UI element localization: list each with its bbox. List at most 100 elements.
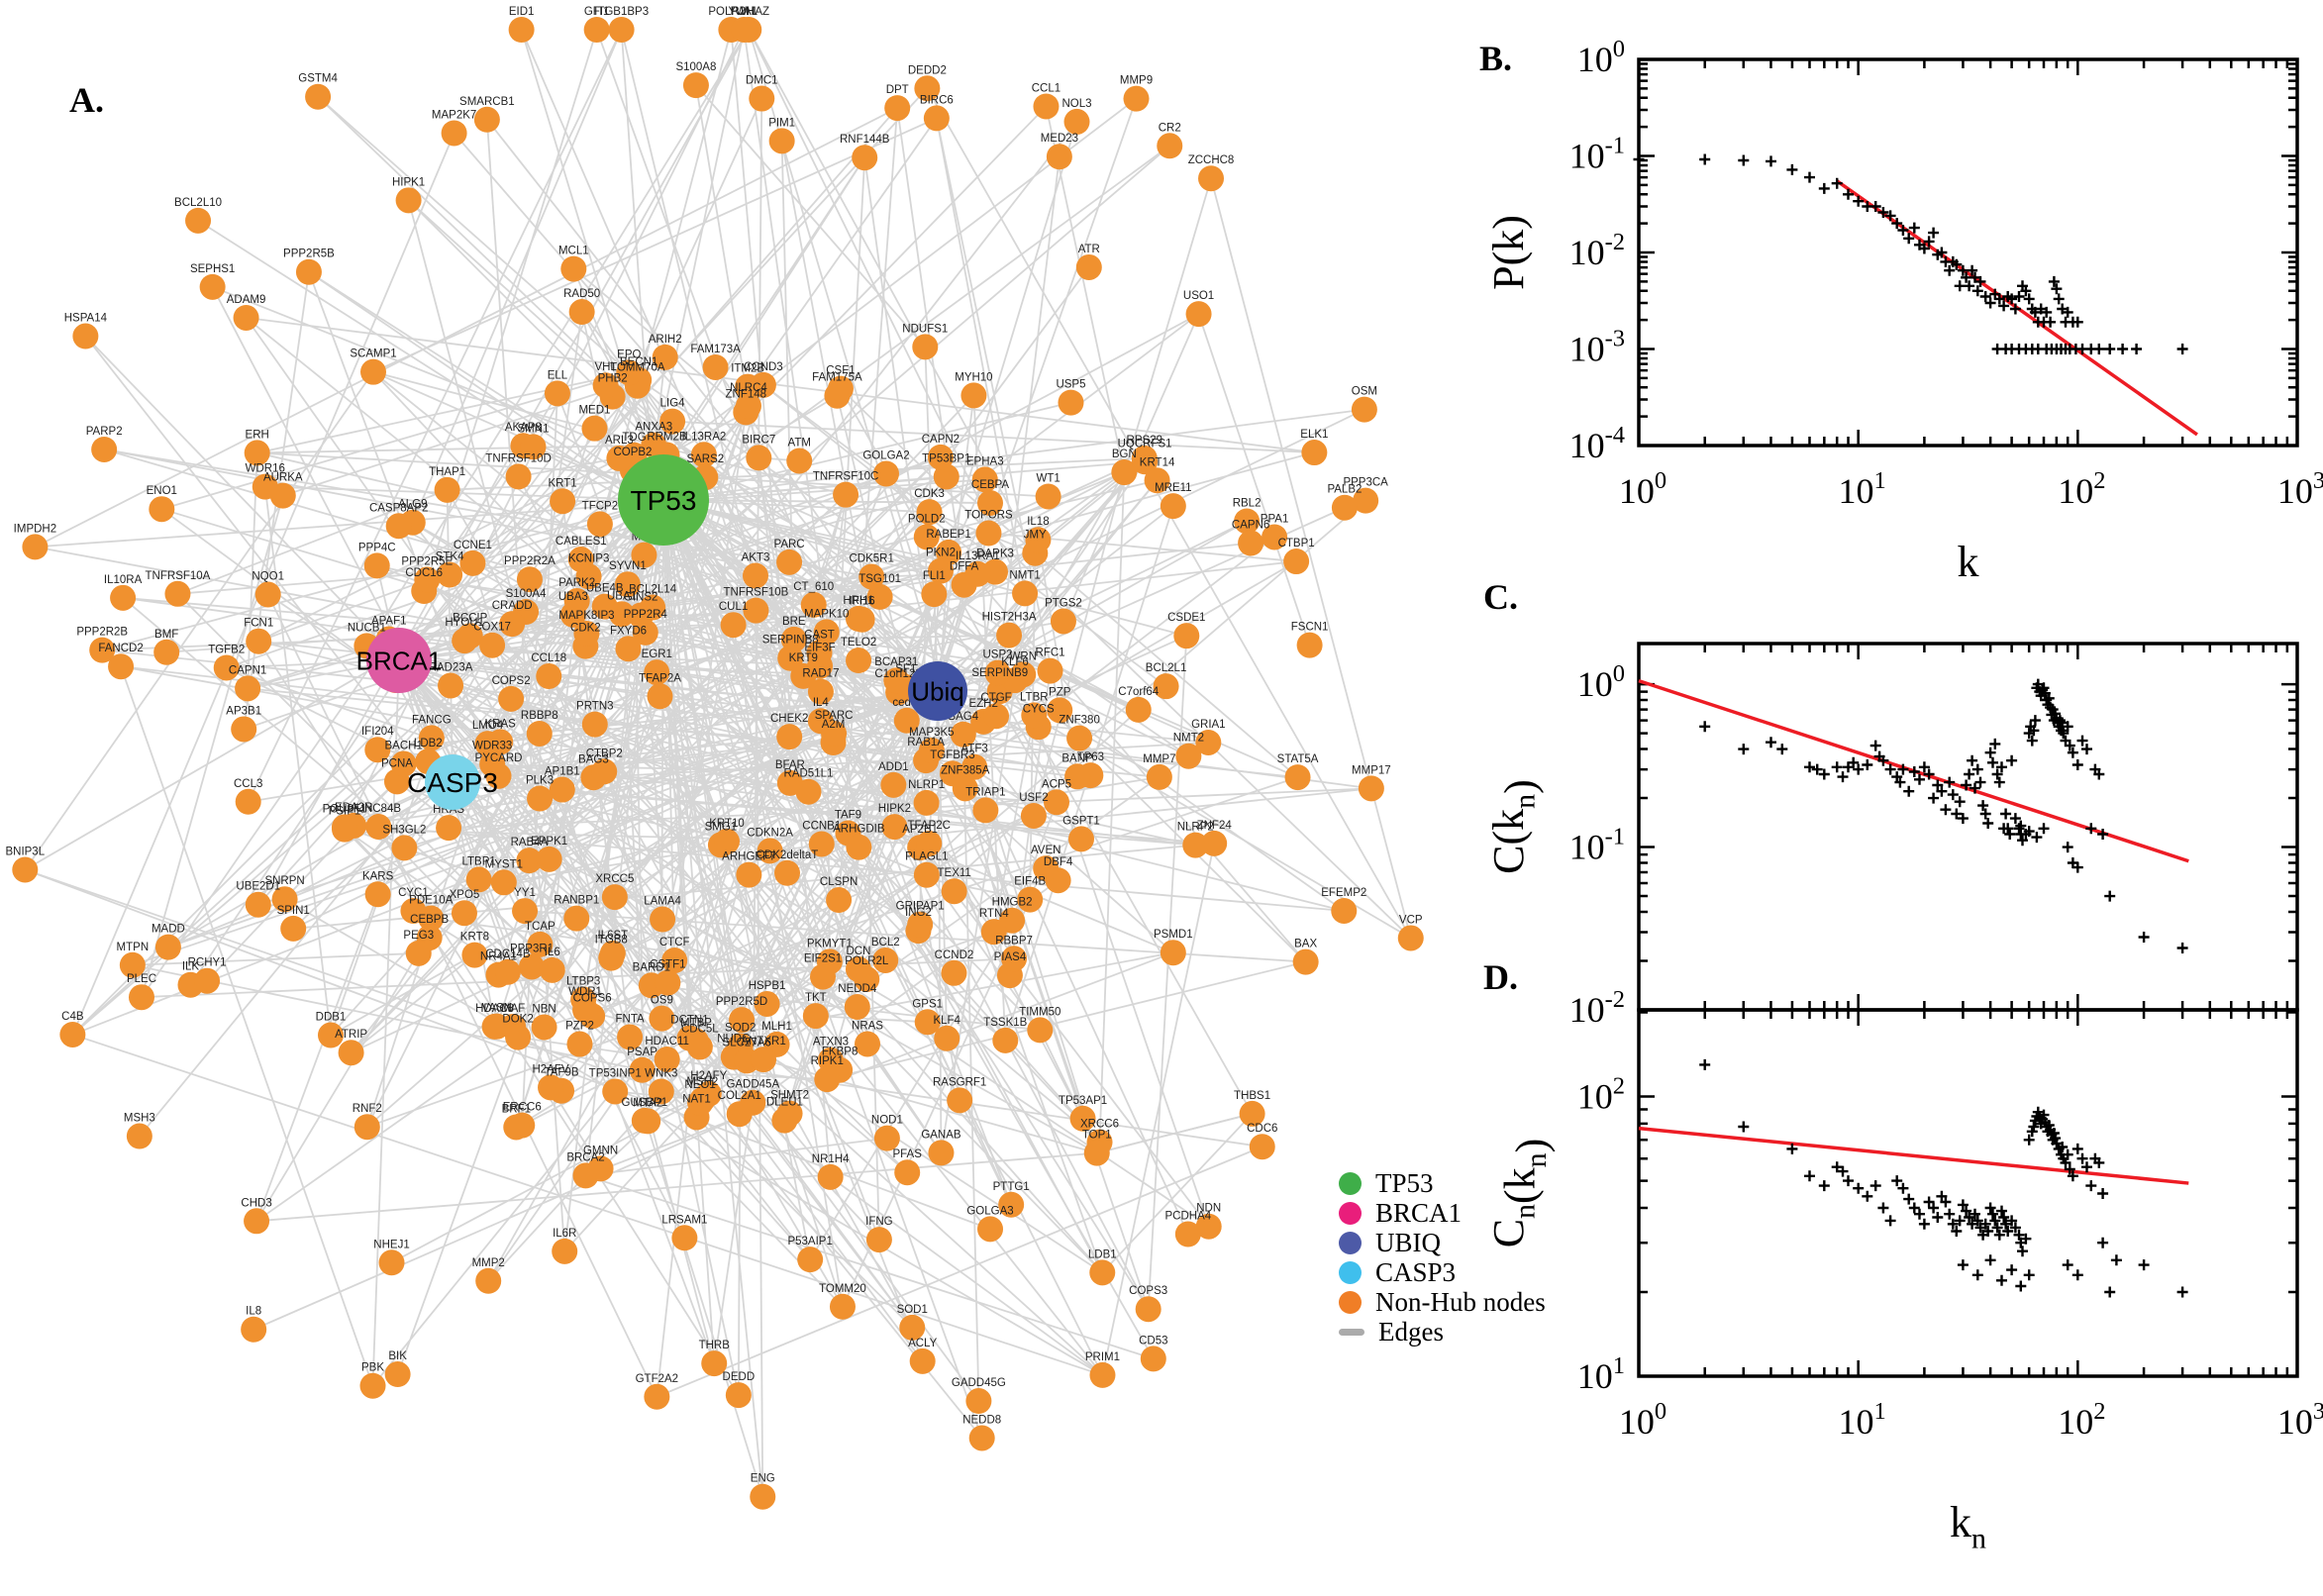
network-node-label: MMP2: [472, 1257, 505, 1269]
legend-item-nonhub: Non-Hub nodes: [1339, 1287, 1546, 1317]
network-node-label: NBN: [532, 1003, 556, 1015]
network-node-label: BCCIP: [453, 612, 487, 624]
network-edge: [895, 680, 922, 848]
network-edge: [449, 787, 1371, 830]
network-node-label: MYH10: [955, 371, 992, 383]
network-node: [1037, 657, 1063, 684]
network-node-label: YY1: [514, 887, 536, 899]
network-node-label: TRIAP1: [965, 786, 1005, 798]
network-node: [757, 838, 783, 864]
network-node-label: NLRC4: [730, 382, 767, 394]
network-node-label: POU2F1: [323, 803, 367, 815]
network-node: [1064, 763, 1091, 790]
network-node: [1021, 702, 1048, 729]
hub-label-casp3: CASP3: [407, 767, 498, 798]
tp53-swatch-icon: [1339, 1171, 1362, 1195]
network-node-label: ILK: [182, 961, 200, 973]
network-node-label: WDR16: [246, 463, 285, 475]
network-node: [884, 95, 911, 122]
network-node-label: CCND3: [744, 361, 783, 373]
network-node-label: PKMYT1: [807, 938, 853, 949]
x-axis-title: k: [1958, 538, 1979, 586]
network-node: [1238, 530, 1264, 556]
network-node-label: TOP1: [1082, 1130, 1112, 1142]
network-node: [881, 814, 908, 841]
network-node-label: NOD1: [871, 1115, 903, 1127]
network-edge: [1123, 177, 1212, 473]
network-node-label: BANP: [1061, 752, 1093, 764]
axis-frame-c: [1637, 642, 2299, 1012]
network-node: [1262, 524, 1288, 550]
network-node-label: GADD45G: [952, 1377, 1006, 1389]
network-edge: [585, 1137, 887, 1177]
network-edge: [815, 1015, 928, 1024]
network-node: [1358, 775, 1384, 802]
y-tick-label: 100: [1577, 660, 1625, 704]
y-tick-label: 10-2: [1569, 229, 1625, 272]
network-node-label: BCL2L1: [1146, 662, 1187, 674]
network-node: [647, 683, 673, 710]
network-node: [806, 640, 833, 666]
network-node-label: MED1: [578, 405, 610, 417]
network-node-label: UBA1: [607, 590, 637, 602]
network-node-label: TAF9: [835, 809, 861, 821]
network-node-label: TDG: [622, 432, 646, 444]
network-node: [252, 473, 278, 500]
network-node: [833, 481, 859, 508]
network-node: [980, 919, 1007, 946]
y-tick-label: 10-1: [1569, 823, 1625, 866]
network-edge: [550, 690, 939, 1088]
x-tick-label: 100: [1619, 1398, 1666, 1442]
network-node-label: PCDHA4: [1165, 1211, 1212, 1223]
network-edge: [120, 665, 374, 1387]
network-node: [844, 994, 870, 1021]
network-node-label: PDE10A: [409, 894, 453, 906]
network-node-label: DFFA: [950, 561, 979, 573]
y-axis-title: P(k): [1484, 215, 1533, 290]
network-node: [119, 951, 146, 978]
network-node-label: BAX: [1294, 939, 1317, 950]
network-node-label: THRB: [699, 1340, 731, 1351]
network-node-label: RPS29: [1127, 435, 1162, 447]
y-axis-title: Cn(kn): [1484, 1139, 1556, 1248]
network-edge: [398, 479, 1158, 661]
y-tick-label: 10-3: [1569, 325, 1625, 368]
network-node-label: WT1: [1036, 472, 1060, 484]
network-node: [894, 1159, 921, 1186]
network-edge: [662, 460, 1146, 501]
network-node: [682, 1028, 709, 1054]
network-node: [527, 785, 554, 812]
network-node-label: ATRIP: [335, 1029, 367, 1041]
network-node: [499, 611, 526, 638]
network-node-label: FLI1: [923, 570, 946, 582]
network-node: [913, 789, 940, 816]
network-edge: [612, 952, 1103, 1274]
network-node: [244, 440, 270, 466]
network-node: [550, 488, 576, 515]
network-edges: [24, 29, 1412, 1498]
y-tick-label: 10-1: [1569, 132, 1625, 175]
network-node-label: P53AIP1: [787, 1236, 832, 1247]
network-node: [213, 654, 240, 681]
network-node: [602, 1078, 629, 1105]
network-node: [438, 672, 464, 699]
network-node: [751, 1047, 777, 1073]
network-node-label: SCAMP1: [350, 349, 396, 360]
network-node: [461, 942, 488, 968]
network-node: [872, 460, 899, 487]
network-node-label: CD53: [1139, 1335, 1167, 1347]
network-edge: [248, 687, 1160, 778]
network-node-label: TP53BP1: [922, 452, 970, 464]
network-node-label: TFCP2: [582, 500, 618, 512]
network-node-label: BCAP31: [874, 656, 918, 668]
network-node-label: CSTF1: [650, 959, 685, 971]
network-node: [485, 762, 512, 789]
network-node-label: MTA2: [633, 1097, 662, 1109]
network-node-label: RCHY1: [188, 957, 227, 969]
network-node-label: EPHA3: [966, 455, 1004, 467]
network-edge: [24, 371, 374, 870]
network-node-label: DCN: [847, 946, 871, 957]
network-node: [941, 878, 967, 905]
network-node: [581, 415, 608, 442]
network-node: [916, 499, 943, 526]
